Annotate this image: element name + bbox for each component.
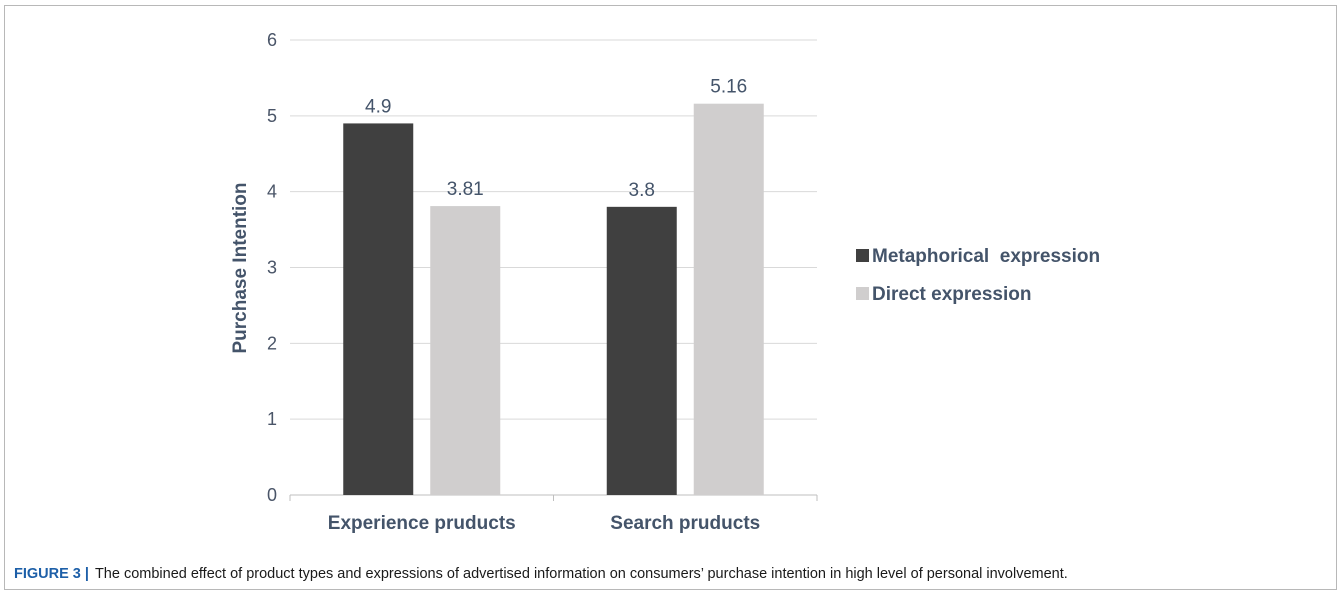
legend-label: Metaphorical expression [872, 246, 1100, 267]
x-axis [289, 494, 818, 501]
legend-label: Direct expression [872, 284, 1031, 305]
legend: Metaphorical expression Direct expression [856, 246, 1100, 305]
bar-value-label: 5.16 [710, 77, 747, 98]
bar [430, 206, 501, 495]
category-label: Experience pruducts [328, 513, 516, 534]
figure-id: FIGURE 3 [14, 566, 81, 582]
y-tick-label: 6 [267, 30, 277, 50]
y-axis-title: Purchase Intention [230, 182, 251, 353]
y-tick-label: 2 [267, 333, 277, 353]
y-tick-label: 0 [267, 485, 277, 505]
figure-caption: FIGURE 3 | The combined effect of product … [14, 566, 1068, 582]
bar [693, 103, 764, 495]
data-labels: 4.9 3.81 3.8 5.16 [365, 77, 747, 201]
caption-text: The combined effect of product types and… [94, 566, 1068, 582]
legend-swatch [856, 249, 869, 262]
legend-swatch [856, 287, 869, 300]
category-labels: Experience pruducts Search pruducts [328, 513, 760, 534]
y-tick-label: 1 [267, 409, 277, 429]
y-tick-label: 3 [267, 258, 277, 278]
bar [343, 123, 414, 496]
bar-value-label: 3.81 [447, 179, 484, 200]
bar-value-label: 4.9 [365, 96, 391, 117]
caption-separator: | [84, 566, 89, 582]
y-axis-ticks: 0 1 2 3 4 5 6 [267, 30, 277, 505]
bar [606, 206, 677, 496]
category-label: Search pruducts [610, 513, 760, 534]
y-tick-label: 5 [267, 106, 277, 126]
bars [343, 103, 764, 496]
bar-value-label: 3.8 [629, 180, 655, 201]
y-tick-label: 4 [267, 182, 277, 202]
